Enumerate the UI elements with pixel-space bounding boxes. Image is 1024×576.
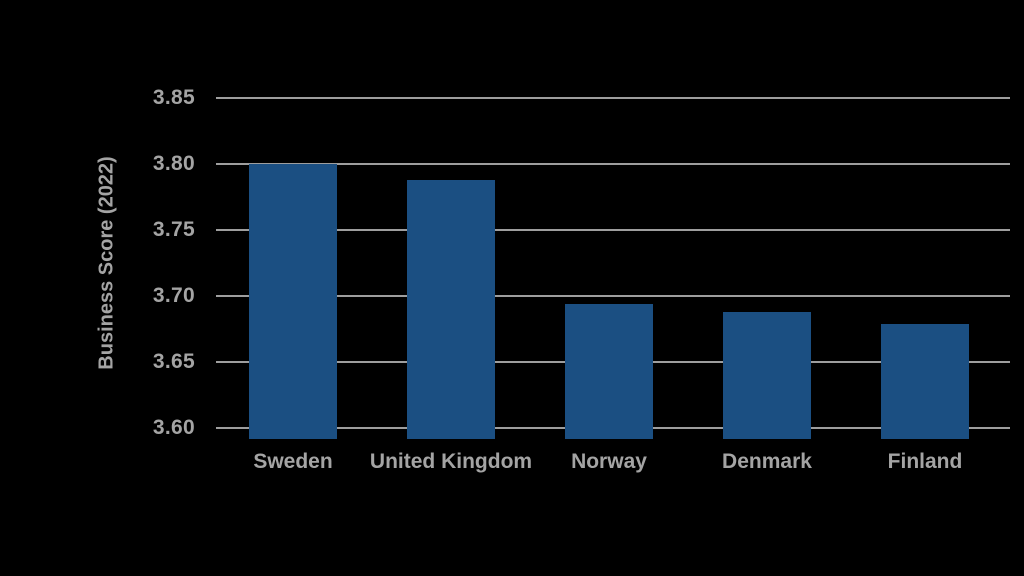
y-axis-tick-label: 3.75 (152, 218, 195, 241)
y-axis-title: Business Score (2022) (95, 156, 118, 370)
bar-chart: Business Score (2022) 3.60 3.65 3.70 3.75 3.… (40, 16, 1024, 560)
y-axis-tick-label: 3.65 (152, 350, 195, 373)
bar-denmark (723, 311, 811, 439)
y-axis-tick-label: 3.80 (152, 152, 195, 175)
y-axis-tick-label: 3.85 (152, 86, 195, 109)
gridline (216, 229, 1010, 231)
x-axis-label: United Kingdom (369, 450, 533, 473)
bar-norway (565, 303, 653, 439)
x-axis-label: Denmark (722, 450, 812, 473)
y-axis-tick-label: 3.70 (152, 284, 195, 307)
bar-united-kingdom (407, 179, 495, 439)
gridline (216, 295, 1010, 297)
y-axis-tick-label: 3.60 (152, 416, 195, 439)
x-axis-label: Sweden (253, 450, 333, 473)
x-axis-label: Finland (887, 450, 963, 473)
bar-sweden (249, 164, 337, 439)
bar-finland (881, 323, 969, 439)
gridline (216, 97, 1010, 99)
x-axis-label: Norway (571, 450, 647, 473)
gridline (216, 163, 1010, 165)
